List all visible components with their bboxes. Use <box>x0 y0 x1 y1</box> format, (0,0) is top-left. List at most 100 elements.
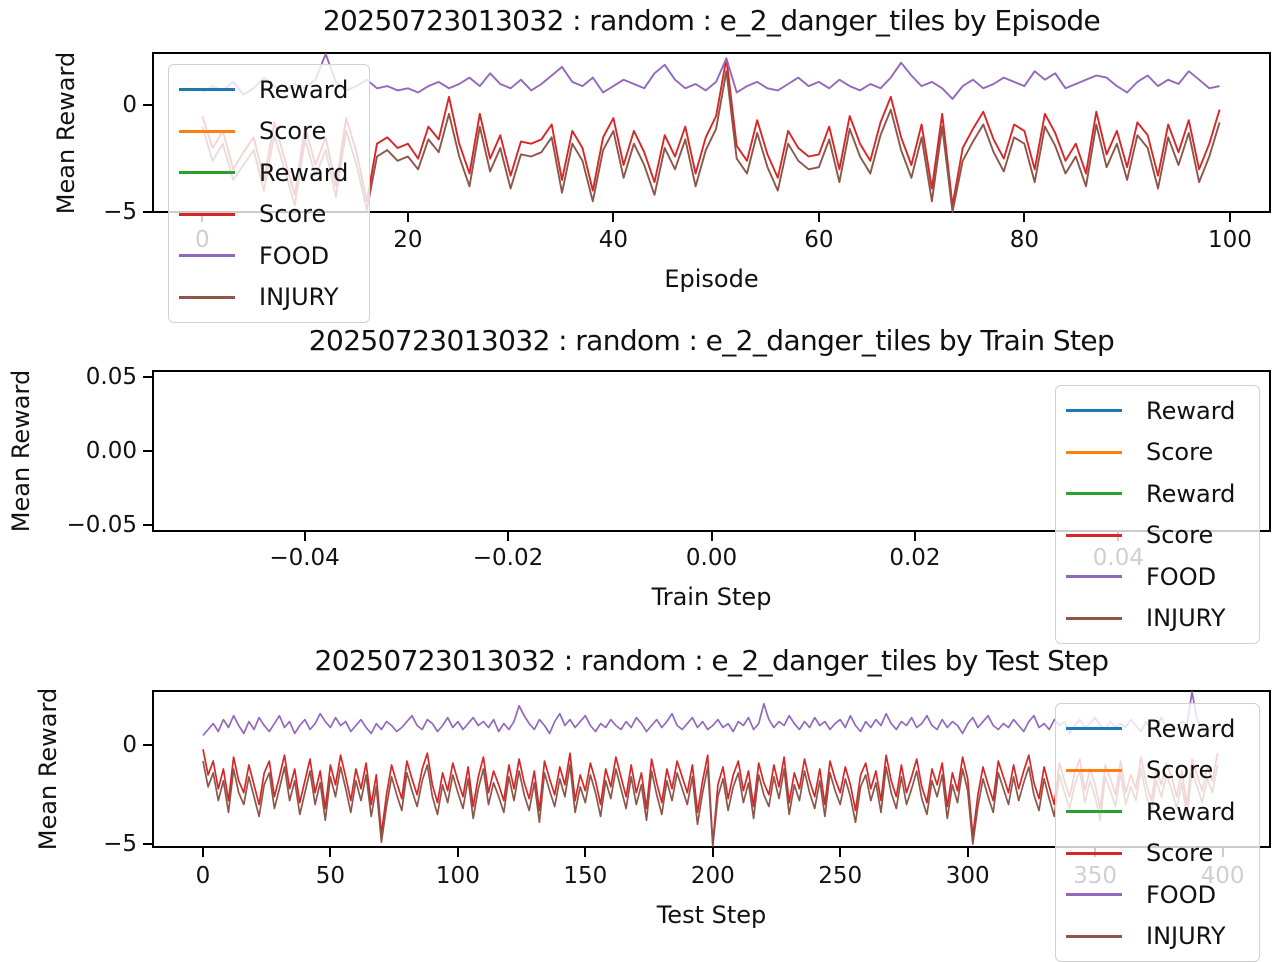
legend-swatch <box>1066 810 1122 814</box>
y-tick-label: 0 <box>122 732 137 759</box>
x-tick-mark <box>1094 848 1097 857</box>
x-tick-mark <box>1117 532 1120 541</box>
legend-entry: Score <box>1056 833 1259 875</box>
x-tick-label: 100 <box>1207 227 1252 253</box>
legend-entry: INJURY <box>1056 598 1259 640</box>
legend-swatch <box>179 88 235 92</box>
y-axis-label: Mean Reward <box>34 687 62 851</box>
x-tick-label: 80 <box>1009 227 1040 253</box>
legend-label: Reward <box>1146 714 1236 743</box>
chart-title: 20250723013032 : random : e_2_danger_til… <box>322 4 1101 37</box>
x-tick-mark <box>201 213 204 222</box>
axes-box <box>152 370 1271 532</box>
x-tick-label: 400 <box>1200 863 1245 889</box>
legend-entry: Reward <box>169 69 369 111</box>
legend-swatch <box>1066 768 1122 772</box>
legend-label: INJURY <box>1146 922 1226 951</box>
legend-swatch <box>1066 616 1122 620</box>
y-tick-label: 0.05 <box>85 364 137 391</box>
x-tick-mark <box>711 848 714 857</box>
chart-title: 20250723013032 : random : e_2_danger_til… <box>308 324 1115 357</box>
legend-entry: Reward <box>1056 473 1259 515</box>
legend-entry: Score <box>169 111 369 153</box>
legend-label: Reward <box>1146 396 1236 425</box>
x-tick-mark <box>303 532 306 541</box>
legend-swatch <box>179 212 235 216</box>
plot-area <box>202 691 1219 847</box>
legend-label: INJURY <box>1146 604 1226 633</box>
y-tick-label: −5 <box>103 198 137 225</box>
legend-entry: Reward <box>1056 791 1259 833</box>
y-tick-label: 0 <box>122 92 137 119</box>
axes-box <box>152 52 1271 213</box>
legend-swatch <box>1066 533 1122 537</box>
x-tick-mark <box>817 213 820 222</box>
x-tick-label: 0 <box>195 863 211 889</box>
x-axis-label: Episode <box>664 265 759 293</box>
y-tick-label: −0.05 <box>66 511 137 538</box>
legend-label: Reward <box>259 75 349 104</box>
legend-entry: FOOD <box>169 235 369 277</box>
x-tick-mark <box>966 848 969 857</box>
legend-entry: Score <box>1056 750 1259 792</box>
legend-entry: Score <box>1056 515 1259 557</box>
y-tick-label: 0.00 <box>85 438 137 464</box>
y-tick-mark <box>143 104 152 107</box>
legend-label: Score <box>1146 521 1214 550</box>
y-axis-label: Mean Reward <box>52 51 80 215</box>
x-tick-mark <box>584 848 587 857</box>
x-tick-mark <box>1221 848 1224 857</box>
x-tick-label: 200 <box>690 863 735 889</box>
legend-label: INJURY <box>259 283 339 312</box>
legend-entry: Score <box>1056 432 1259 474</box>
legend-label: Reward <box>1146 797 1236 826</box>
x-tick-mark <box>329 848 332 857</box>
chart-title: 20250723013032 : random : e_2_danger_til… <box>314 644 1110 677</box>
x-tick-label: 60 <box>804 227 834 253</box>
x-tick-mark <box>1023 213 1026 222</box>
legend-swatch <box>1066 409 1122 413</box>
legend-swatch <box>179 171 235 175</box>
legend-entry: INJURY <box>1056 916 1259 958</box>
legend: Reward Score Reward Score FOOD INJURY <box>1055 703 1260 962</box>
x-tick-mark <box>913 532 916 541</box>
series-line-score <box>202 749 1219 845</box>
legend-label: Score <box>1146 839 1214 868</box>
series-line-injury <box>201 70 1221 213</box>
legend-entry: Reward <box>1056 390 1259 432</box>
x-tick-label: 0.00 <box>685 545 738 571</box>
legend-label: FOOD <box>259 241 330 270</box>
x-axis-label: Train Step <box>651 583 772 611</box>
x-tick-label: −0.02 <box>472 545 544 571</box>
legend-swatch <box>179 254 235 258</box>
legend-label: Score <box>1146 756 1214 785</box>
axes-box <box>152 690 1271 848</box>
series-line-injury <box>202 760 1219 847</box>
plot-area <box>152 370 1271 532</box>
legend-swatch <box>1066 727 1122 731</box>
x-tick-label: 20 <box>393 227 423 253</box>
x-tick-mark <box>612 213 615 222</box>
legend-label: Score <box>259 200 327 229</box>
legend-entry: Score <box>169 194 369 236</box>
legend-swatch <box>179 129 235 133</box>
x-tick-label: 50 <box>315 863 346 889</box>
x-tick-label: 150 <box>563 863 608 889</box>
y-tick-mark <box>143 210 152 213</box>
legend-swatch <box>1066 934 1122 938</box>
x-tick-mark <box>839 848 842 857</box>
legend-swatch <box>1066 575 1122 579</box>
series-line-food <box>201 53 1220 100</box>
legend-swatch <box>1066 851 1122 855</box>
x-tick-label: 350 <box>1073 863 1118 889</box>
x-tick-mark <box>1228 213 1231 222</box>
x-tick-label: −0.04 <box>269 545 340 571</box>
series-line-score <box>201 57 1221 207</box>
x-tick-label: 0 <box>195 227 210 253</box>
legend-entry: Reward <box>169 152 369 194</box>
x-tick-mark <box>406 213 409 222</box>
